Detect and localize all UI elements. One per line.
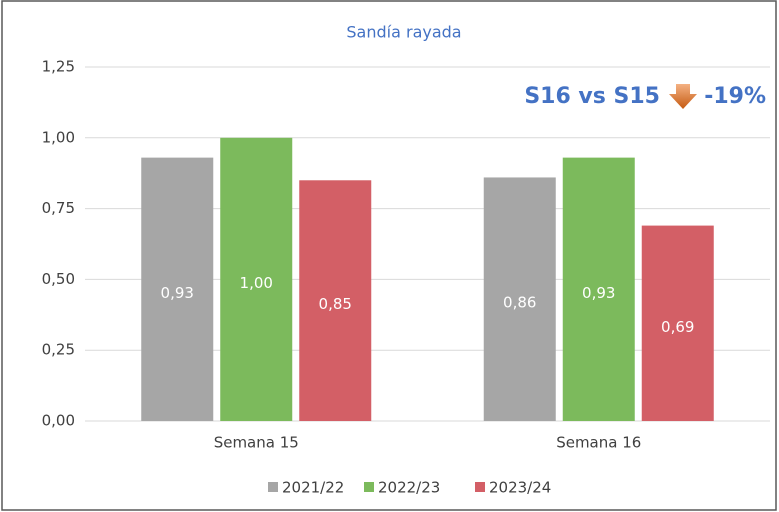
y-tick-label: 0,75: [42, 199, 75, 217]
bar: [220, 137, 293, 422]
bar: [562, 157, 635, 421]
legend-swatch: [475, 482, 485, 492]
value-label: 1,00: [240, 274, 273, 292]
y-tick-label: 0,00: [42, 412, 75, 430]
legend-label: 2023/24: [489, 479, 551, 497]
annotation-text: S16 vs S15: [524, 84, 660, 109]
y-tick-label: 0,50: [42, 270, 75, 288]
bar: [299, 180, 372, 421]
legend-swatch: [268, 482, 278, 492]
bar: [141, 157, 214, 421]
value-label: 0,85: [319, 295, 352, 313]
bar: [641, 225, 714, 421]
y-tick-label: 1,00: [42, 128, 75, 146]
value-label: 0,93: [161, 284, 194, 302]
value-label: 0,69: [661, 318, 694, 336]
chart-title: Sandía rayada: [346, 23, 461, 42]
down-arrow-icon: [669, 84, 697, 109]
y-tick-label: 1,25: [42, 58, 75, 76]
value-label: 0,86: [503, 294, 536, 312]
y-tick-label: 0,25: [42, 341, 75, 359]
x-tick-label: Semana 15: [214, 434, 299, 452]
legend-swatch: [364, 482, 374, 492]
annotation-change: -19%: [704, 84, 766, 109]
value-label: 0,93: [582, 284, 615, 302]
x-tick-label: Semana 16: [556, 434, 641, 452]
bar: [483, 177, 556, 421]
legend-label: 2022/23: [378, 479, 440, 497]
legend-label: 2021/22: [282, 479, 344, 497]
